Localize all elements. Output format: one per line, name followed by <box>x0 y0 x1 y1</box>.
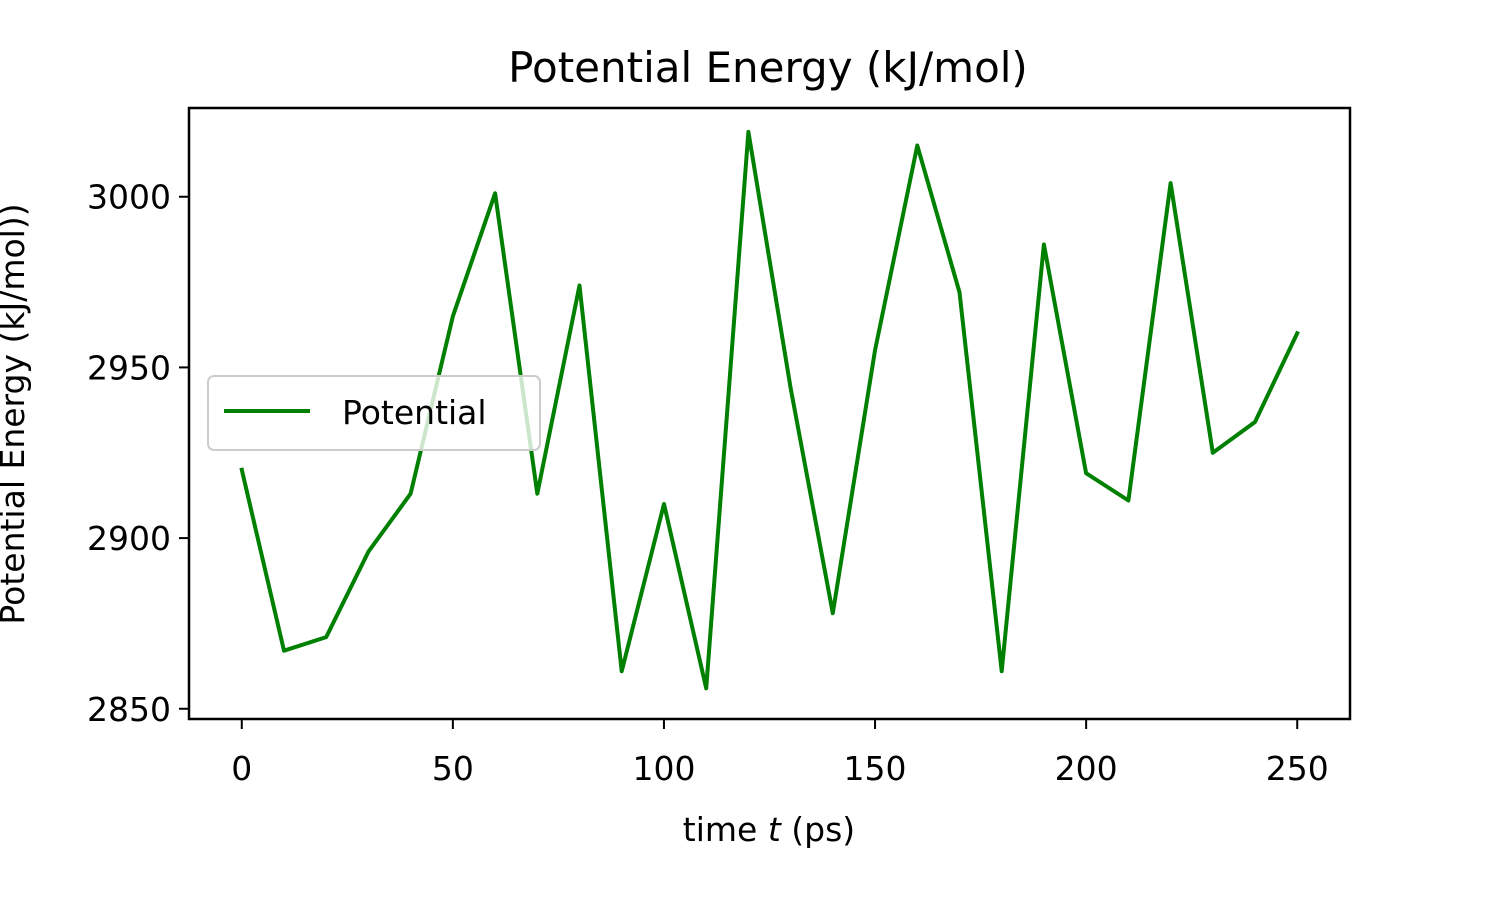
y-tick-label: 2850 <box>87 690 171 729</box>
x-tick-label: 200 <box>1055 749 1118 788</box>
y-tick-label: 3000 <box>87 178 171 217</box>
series-layer <box>239 129 1300 691</box>
plot-area <box>187 106 1352 721</box>
x-axis-label: time t (ps) <box>683 810 855 849</box>
chart-title: Potential Energy (kJ/mol) <box>508 43 1028 92</box>
x-axis: 0 50 100 150 200 250 <box>231 719 1329 788</box>
y-axis: 2850 2900 2950 3000 <box>87 178 189 729</box>
x-axis-label-var: t <box>768 810 782 849</box>
x-tick-label: 250 <box>1266 749 1329 788</box>
x-axis-label-prefix: time <box>683 810 768 849</box>
x-tick-label: 0 <box>231 749 252 788</box>
y-tick-label: 2900 <box>87 519 171 558</box>
legend: Potential <box>207 375 541 451</box>
legend-box <box>207 375 541 451</box>
series-line-potential <box>239 129 1300 691</box>
x-tick-label: 100 <box>632 749 695 788</box>
plot-frame <box>187 106 1352 721</box>
x-axis-label-suffix: (ps) <box>781 810 855 849</box>
x-tick-label: 50 <box>432 749 474 788</box>
legend-label-potential: Potential <box>342 393 487 432</box>
y-axis-label: Potential Energy (kJ/mol)) <box>0 203 32 624</box>
y-tick-label: 2950 <box>87 348 171 387</box>
x-tick-label: 150 <box>844 749 907 788</box>
